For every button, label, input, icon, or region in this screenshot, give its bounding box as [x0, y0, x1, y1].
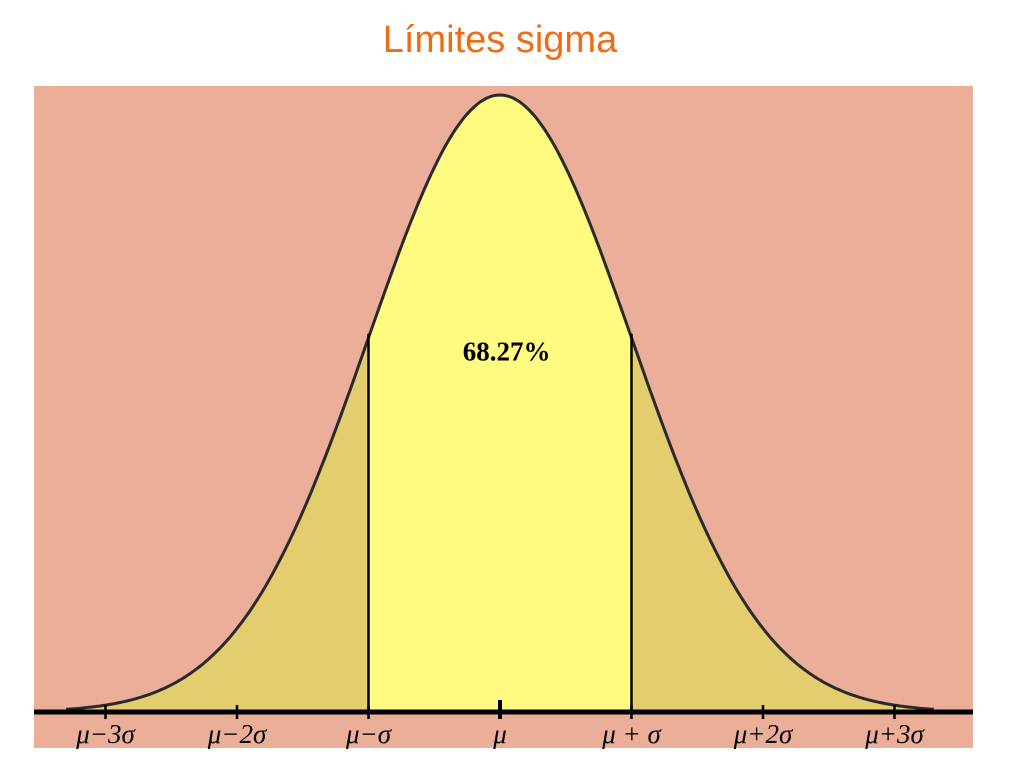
- shaded-regions: [66, 95, 934, 712]
- normal-curve: [65, 93, 935, 711]
- x-tick-label-0: μ−3σ: [75, 719, 136, 749]
- annotations: 68.27%: [463, 336, 551, 366]
- x-tick-label-2: μ−σ: [345, 719, 393, 749]
- shaded-region-2: [631, 337, 934, 712]
- x-axis-ticks: [104, 700, 896, 719]
- x-axis-tick-labels: μ−3σ μ−2σ μ−σ μ μ + σ μ+2σ μ+3σ: [75, 719, 925, 749]
- boundary-lines: [367, 333, 633, 712]
- x-tick-label-1: μ−2σ: [207, 719, 268, 749]
- x-tick-label-3: μ: [492, 719, 507, 749]
- slide-title: Límites sigma: [382, 19, 618, 61]
- shaded-region-1: [66, 337, 369, 712]
- shaded-region-0: [368, 95, 632, 712]
- x-tick-label-4: μ + σ: [601, 719, 662, 749]
- x-tick-label-5: μ+2σ: [733, 719, 794, 749]
- x-tick-label-6: μ+3σ: [864, 719, 925, 749]
- percentage-annotation: 68.27%: [463, 336, 551, 366]
